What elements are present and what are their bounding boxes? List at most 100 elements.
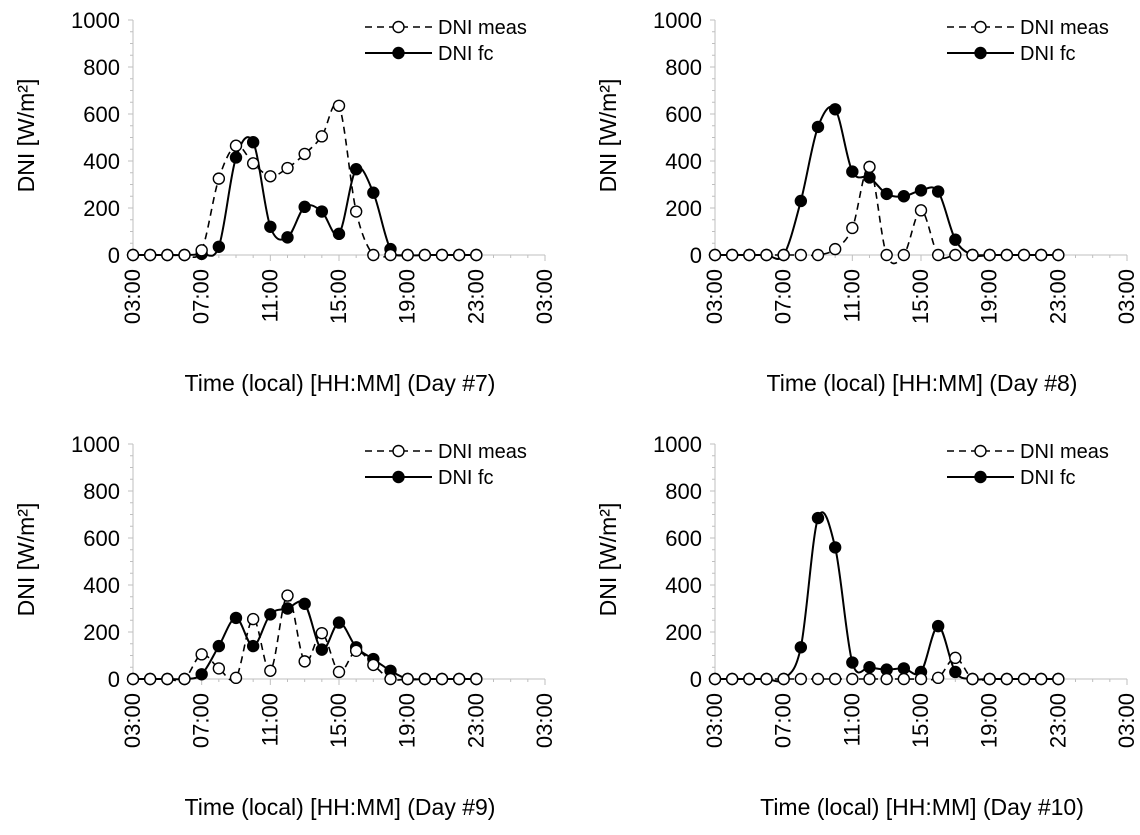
y-tick-label: 0: [108, 667, 120, 692]
data-point: [418, 248, 432, 262]
x-tick-label: 03:00: [702, 269, 727, 324]
data-point: [914, 672, 928, 686]
data-point: [1000, 672, 1014, 686]
x-axis-title: Time (local) [HH:MM] (Day #10): [760, 794, 1084, 820]
data-point: [264, 170, 277, 183]
data-point: [470, 672, 483, 686]
data-point: [229, 611, 243, 625]
y-tick-label: 200: [83, 196, 120, 221]
data-point: [880, 187, 893, 201]
legend-label: DNI fc: [1020, 467, 1076, 489]
y-tick-label: 600: [665, 526, 702, 551]
series-line: [715, 105, 1059, 260]
data-point: [332, 616, 346, 629]
data-point: [401, 248, 414, 262]
data-point: [863, 160, 876, 174]
data-point: [315, 626, 329, 640]
y-tick-label: 400: [83, 573, 120, 598]
data-point: [811, 511, 825, 525]
data-point: [384, 672, 397, 686]
data-point: [931, 671, 945, 685]
data-point: [229, 671, 243, 685]
data-point: [470, 248, 483, 262]
series-line: [715, 511, 1059, 683]
y-tick-label: 600: [83, 526, 120, 551]
data-point: [931, 185, 945, 198]
x-tick-label: 15:00: [326, 693, 351, 748]
data-point: [811, 672, 825, 686]
data-point: [949, 651, 962, 665]
x-tick-label: 07:00: [189, 693, 214, 748]
x-tick-label: 19:00: [395, 693, 420, 748]
series-line: [133, 102, 477, 259]
data-point: [264, 608, 277, 621]
legend-marker-swatch: [974, 46, 987, 60]
data-point: [143, 672, 157, 686]
data-point: [914, 204, 928, 217]
x-tick-label: 03:00: [1114, 693, 1139, 748]
data-point: [725, 248, 739, 262]
data-point: [794, 641, 808, 654]
data-point: [811, 120, 825, 134]
data-point: [212, 240, 226, 253]
data-point: [212, 172, 226, 185]
data-point: [246, 135, 260, 149]
data-point: [246, 639, 260, 653]
data-point: [281, 161, 294, 175]
data-point: [178, 248, 191, 262]
data-point: [794, 248, 808, 262]
x-tick-label: 15:00: [908, 269, 933, 324]
data-point: [897, 190, 911, 203]
x-tick-label: 23:00: [1045, 693, 1070, 748]
legend-marker-swatch: [974, 20, 987, 34]
chart-panel: 0 200 400 600 800 1000 03:00 07:00 11:00 15:00 19:…: [582, 424, 1140, 835]
dni-line-chart: 0 200 400 600 800 1000 03:00 07:00 11:00 15:00 19:…: [13, 432, 557, 820]
data-point: [949, 665, 962, 679]
data-point: [315, 130, 329, 143]
data-point: [315, 643, 329, 656]
data-point: [966, 248, 979, 262]
data-point: [760, 672, 773, 686]
data-point: [264, 664, 277, 677]
data-point: [1034, 248, 1048, 262]
y-tick-label: 800: [83, 479, 120, 504]
y-tick-label: 800: [665, 55, 702, 80]
dni-line-chart: 0 200 400 600 800 1000 03:00 07:00 11:00 15:00 19:…: [13, 8, 557, 396]
x-tick-label: 19:00: [977, 693, 1002, 748]
chart-panel: 0 200 400 600 800 1000 03:00 07:00 11:00 15:00 19:…: [582, 0, 1140, 411]
x-tick-label: 15:00: [326, 269, 351, 324]
y-tick-label: 1000: [71, 8, 120, 33]
y-tick-label: 400: [665, 573, 702, 598]
y-tick-label: 1000: [653, 432, 702, 457]
x-tick-label: 03:00: [1114, 269, 1139, 324]
data-point: [298, 597, 311, 611]
chart-panel: 0 200 400 600 800 1000 03:00 07:00 11:00 15:00 19:…: [0, 0, 570, 411]
legend-marker-swatch: [392, 470, 405, 484]
data-point: [435, 672, 449, 686]
data-point: [1017, 672, 1031, 686]
data-point: [229, 139, 243, 152]
chart-panel: 0 200 400 600 800 1000 03:00 07:00 11:00 15:00 19:…: [0, 424, 570, 835]
y-tick-label: 200: [665, 196, 702, 221]
data-point: [349, 163, 363, 176]
data-point: [828, 541, 842, 554]
data-point: [246, 612, 260, 626]
x-tick-label: 11:00: [839, 693, 864, 746]
data-point: [229, 151, 243, 164]
legend-label: DNI meas: [1020, 441, 1109, 463]
y-tick-label: 600: [665, 102, 702, 127]
data-point: [332, 99, 346, 112]
data-point: [846, 221, 859, 235]
x-tick-label: 03:00: [120, 693, 145, 748]
legend-marker-swatch: [392, 20, 405, 34]
data-point: [880, 672, 893, 686]
y-axis-title: DNI [W/m²]: [595, 79, 621, 193]
data-point: [298, 147, 311, 161]
data-point: [161, 672, 174, 686]
series-line: [133, 594, 477, 682]
x-tick-label: 11:00: [839, 269, 864, 322]
data-point: [212, 639, 226, 653]
data-point: [1052, 672, 1065, 686]
data-point: [1034, 672, 1048, 686]
